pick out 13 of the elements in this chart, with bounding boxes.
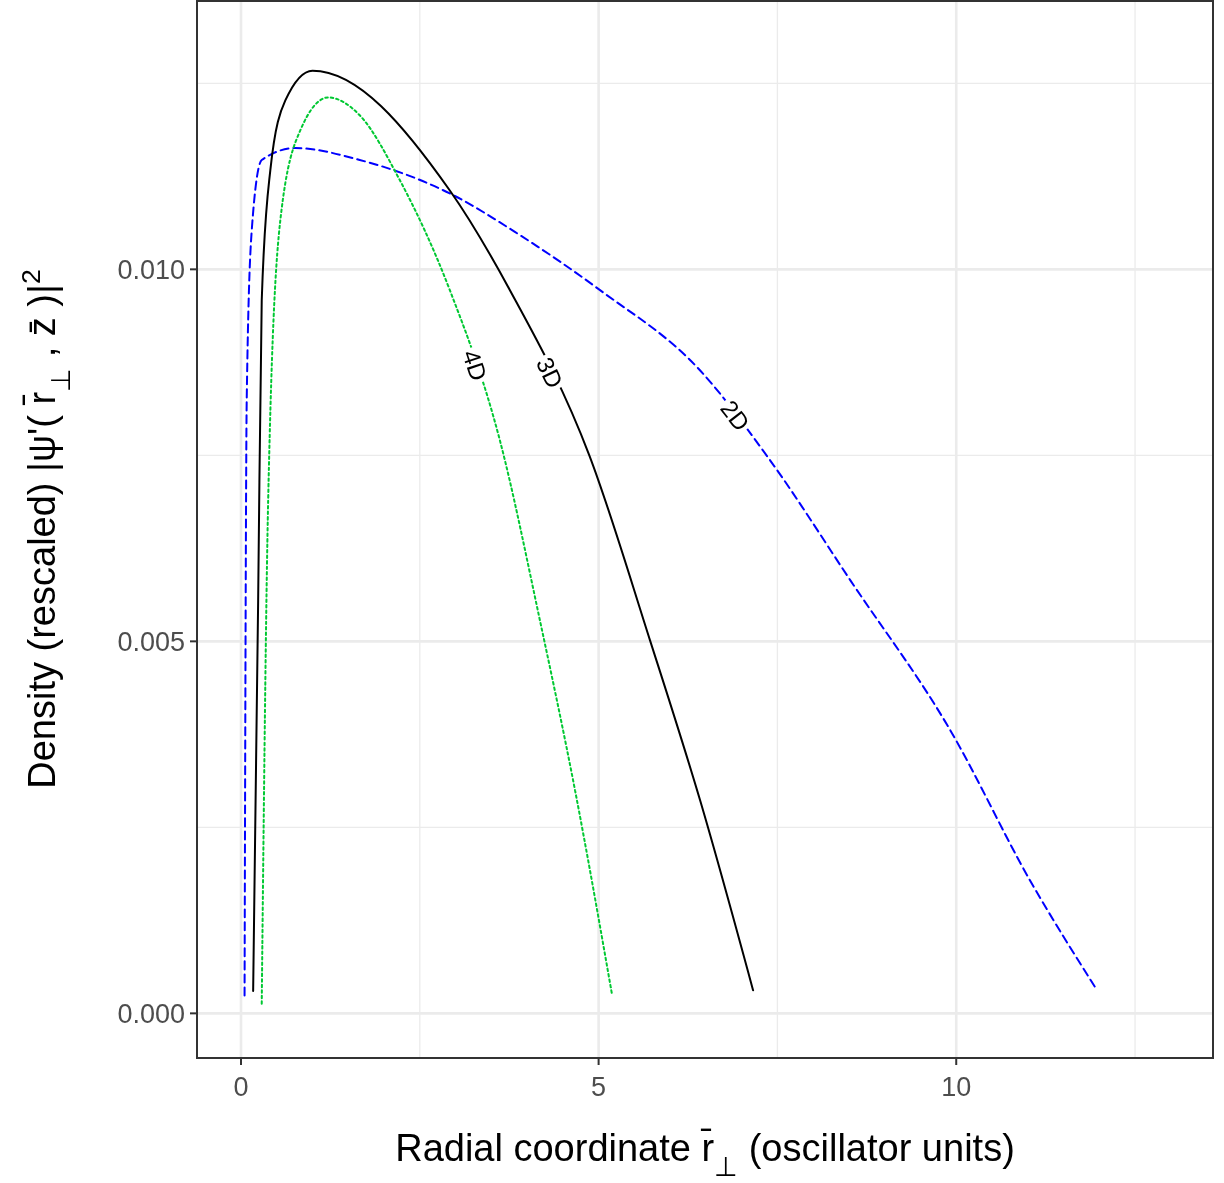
x-axis-title: Radial coordinate r̄$_{⊥}$ (oscillator units) bbox=[395, 1127, 1015, 1182]
text: 3D bbox=[530, 353, 569, 393]
y-tick-label: 0.005 bbox=[117, 626, 185, 657]
x-tick-label: 0 bbox=[233, 1072, 249, 1102]
text: 2D bbox=[715, 395, 756, 436]
text: 4D bbox=[457, 346, 493, 385]
line-series bbox=[252, 69, 755, 993]
y-tick-label: 0.000 bbox=[117, 998, 185, 1029]
y-tick-label: 0.010 bbox=[117, 254, 185, 285]
x-tick-label: 10 bbox=[941, 1072, 972, 1102]
x-tick-label: 5 bbox=[591, 1072, 607, 1102]
line-series bbox=[243, 147, 1099, 997]
line-series bbox=[260, 96, 614, 1005]
